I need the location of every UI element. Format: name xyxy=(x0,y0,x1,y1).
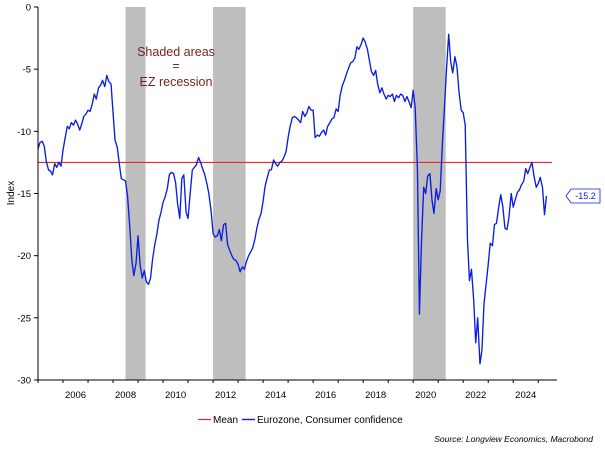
recession-band-1 xyxy=(125,7,146,380)
annotation-line-2: = xyxy=(172,59,179,73)
x-tick-label: 2012 xyxy=(215,390,236,401)
x-tick-label: 2024 xyxy=(515,390,536,401)
x-tick-label: 2008 xyxy=(115,390,136,401)
y-tick-label: 0 xyxy=(26,3,31,14)
y-tick-label: -5 xyxy=(23,65,31,76)
y-tick-label: -30 xyxy=(17,376,31,387)
y-tick-label: -25 xyxy=(17,313,31,324)
x-tick-label: 2022 xyxy=(465,390,486,401)
series-line-consumer-confidence xyxy=(37,33,548,365)
x-axis-ticks: 2006 2008 2010 2012 2014 2016 2018 2020 2022 2024 xyxy=(37,380,539,401)
series-layer xyxy=(37,33,548,365)
last-value-label: -15.2 xyxy=(575,191,596,201)
recession-band-2 xyxy=(213,7,246,380)
legend-series-label: Eurozone, Consumer confidence xyxy=(257,415,403,426)
y-axis-label: Index xyxy=(6,181,17,205)
source-note: Source: Longview Economics, Macrobond xyxy=(434,434,593,444)
y-tick-label: -15 xyxy=(17,189,31,200)
last-value-callout xyxy=(565,188,601,204)
legend-mean-label: Mean xyxy=(213,415,238,426)
annotation-line-1: Shaded areas xyxy=(137,45,215,59)
x-tick-label: 2020 xyxy=(415,390,436,401)
x-tick-label: 2016 xyxy=(315,390,336,401)
x-tick-label: 2018 xyxy=(365,390,386,401)
recession-bands xyxy=(125,7,446,380)
x-tick-label: 2006 xyxy=(65,390,86,401)
axes xyxy=(37,7,557,381)
x-tick-label: 2014 xyxy=(265,390,286,401)
last-value-marker: -15.2 xyxy=(565,188,601,204)
y-axis-ticks: 0 -5 -10 -15 -20 -25 -30 xyxy=(17,3,38,387)
y-tick-label: -10 xyxy=(17,127,31,138)
legend: Mean Eurozone, Consumer confidence xyxy=(198,415,403,426)
x-tick-label: 2010 xyxy=(165,390,186,401)
annotation-line-3: EZ recession xyxy=(140,75,213,89)
y-tick-label: -20 xyxy=(17,251,31,262)
recession-annotation: Shaded areas = EZ recession xyxy=(137,45,215,89)
